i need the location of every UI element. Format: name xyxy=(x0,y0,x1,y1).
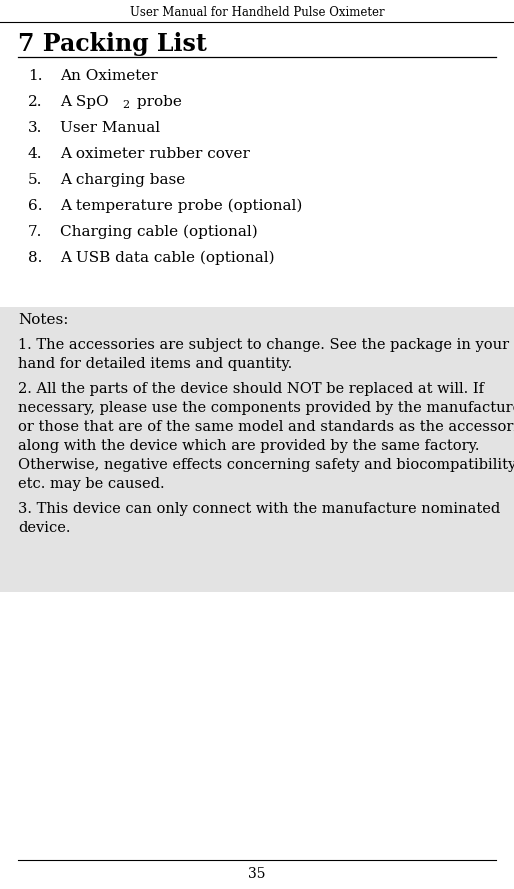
Text: 7.: 7. xyxy=(28,225,42,239)
Text: A USB data cable (optional): A USB data cable (optional) xyxy=(60,251,274,265)
Text: Charging cable (optional): Charging cable (optional) xyxy=(60,225,258,239)
Text: etc. may be caused.: etc. may be caused. xyxy=(18,477,164,491)
Text: 5.: 5. xyxy=(28,173,42,187)
Text: 3. This device can only connect with the manufacture nominated: 3. This device can only connect with the… xyxy=(18,502,500,516)
Text: A oximeter rubber cover: A oximeter rubber cover xyxy=(60,147,250,161)
Text: A SpO: A SpO xyxy=(60,95,108,109)
Text: 1. The accessories are subject to change. See the package in your: 1. The accessories are subject to change… xyxy=(18,338,509,352)
Text: 3.: 3. xyxy=(28,121,42,135)
Text: necessary, please use the components provided by the manufacture: necessary, please use the components pro… xyxy=(18,401,514,415)
Text: An Oximeter: An Oximeter xyxy=(60,69,158,83)
Text: 2.: 2. xyxy=(28,95,43,109)
Text: probe: probe xyxy=(132,95,182,109)
Text: A charging base: A charging base xyxy=(60,173,185,187)
Text: 1.: 1. xyxy=(28,69,43,83)
Text: 2. All the parts of the device should NOT be replaced at will. If: 2. All the parts of the device should NO… xyxy=(18,382,484,396)
Text: 35: 35 xyxy=(248,867,266,881)
Text: 7 Packing List: 7 Packing List xyxy=(18,32,207,56)
Text: along with the device which are provided by the same factory.: along with the device which are provided… xyxy=(18,439,480,453)
Text: Notes:: Notes: xyxy=(18,313,68,327)
Text: device.: device. xyxy=(18,521,70,535)
Text: 8.: 8. xyxy=(28,251,42,265)
Text: User Manual for Handheld Pulse Oximeter: User Manual for Handheld Pulse Oximeter xyxy=(130,6,384,20)
Text: 2: 2 xyxy=(123,100,130,110)
Text: hand for detailed items and quantity.: hand for detailed items and quantity. xyxy=(18,357,292,371)
Text: Otherwise, negative effects concerning safety and biocompatibility: Otherwise, negative effects concerning s… xyxy=(18,458,514,472)
Text: 4.: 4. xyxy=(28,147,43,161)
Text: or those that are of the same model and standards as the accessories: or those that are of the same model and … xyxy=(18,420,514,434)
Text: A temperature probe (optional): A temperature probe (optional) xyxy=(60,199,302,213)
Bar xyxy=(0,307,514,592)
Text: 6.: 6. xyxy=(28,199,43,213)
Text: User Manual: User Manual xyxy=(60,121,160,135)
